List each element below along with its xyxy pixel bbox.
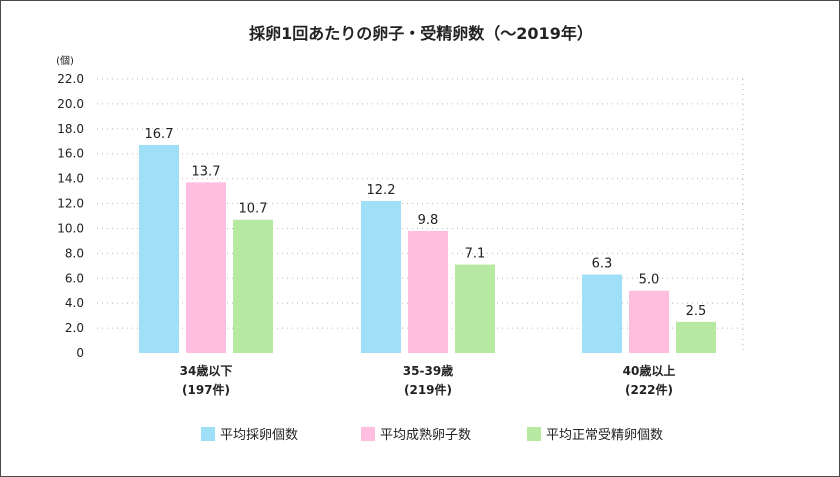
category-count-label: (197件) bbox=[182, 382, 230, 397]
data-label: 6.3 bbox=[592, 257, 613, 272]
bar bbox=[455, 264, 495, 353]
legend-label: 平均採卵個数 bbox=[220, 428, 298, 443]
bar bbox=[139, 145, 179, 353]
y-axis-unit: (個) bbox=[56, 54, 74, 67]
bar bbox=[676, 321, 716, 353]
bar bbox=[582, 274, 622, 353]
legend: 平均採卵個数 平均成熟卵子数 平均正常受精卵個数 bbox=[201, 427, 663, 443]
category-label: 34歳以下 bbox=[180, 363, 233, 378]
legend-swatch bbox=[527, 427, 541, 441]
y-tick-label: 10.0 bbox=[57, 221, 84, 235]
chart-title: 採卵1回あたりの卵子・受精卵数（〜2019年） bbox=[249, 24, 593, 43]
bar bbox=[186, 182, 226, 353]
category-label: 40歳以上 bbox=[623, 363, 676, 378]
category-count-label: (222件) bbox=[625, 382, 673, 397]
data-label: 13.7 bbox=[192, 164, 221, 179]
data-label: 5.0 bbox=[639, 273, 660, 288]
y-tick-label: 14.0 bbox=[57, 172, 84, 186]
y-tick-label: 2.0 bbox=[65, 321, 84, 335]
legend-label: 平均正常受精卵個数 bbox=[546, 428, 663, 443]
bars: 16.7 13.7 10.7 12.2 9.8 7.1 6.3 5.0 2.5 bbox=[139, 127, 716, 353]
bar bbox=[408, 230, 448, 353]
data-label: 12.2 bbox=[367, 183, 396, 198]
data-label: 2.5 bbox=[686, 304, 707, 319]
category-label: 35-39歳 bbox=[403, 363, 453, 378]
data-label: 16.7 bbox=[145, 127, 174, 142]
y-tick-label: 22.0 bbox=[57, 72, 84, 86]
y-tick-label: 6.0 bbox=[65, 271, 84, 285]
y-tick-label: 12.0 bbox=[57, 197, 84, 211]
bar bbox=[233, 219, 273, 353]
y-tick-label: 8.0 bbox=[65, 246, 84, 260]
y-tick-label: 0 bbox=[76, 346, 84, 360]
data-label: 9.8 bbox=[418, 213, 439, 228]
data-label: 7.1 bbox=[465, 247, 486, 262]
bar bbox=[629, 290, 669, 353]
y-tick-label: 4.0 bbox=[65, 296, 84, 310]
legend-swatch bbox=[361, 427, 375, 441]
y-tick-label: 18.0 bbox=[57, 122, 84, 136]
data-label: 10.7 bbox=[239, 202, 268, 217]
y-tick-label: 20.0 bbox=[57, 97, 84, 111]
category-labels: 34歳以下 (197件) 35-39歳 (219件) 40歳以上 (222件) bbox=[180, 363, 676, 397]
y-axis-ticks: 0 2.0 4.0 6.0 8.0 10.0 12.0 14.0 16.0 18.0 20.0 22.… bbox=[57, 72, 84, 360]
legend-label: 平均成熟卵子数 bbox=[380, 427, 471, 443]
y-tick-label: 16.0 bbox=[57, 147, 84, 161]
grid-lines bbox=[97, 78, 744, 353]
legend-swatch bbox=[201, 427, 215, 441]
category-count-label: (219件) bbox=[404, 382, 452, 397]
bar bbox=[361, 201, 401, 353]
